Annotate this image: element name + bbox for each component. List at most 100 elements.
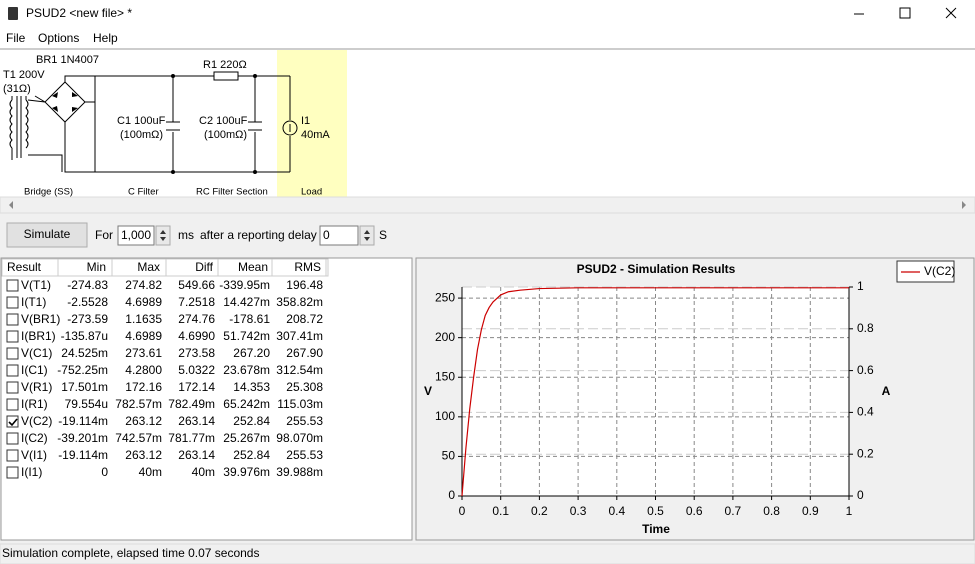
table-cell: -752.25m: [57, 363, 108, 377]
x-tick-label: 0.8: [763, 504, 780, 518]
table-cell: 782.49m: [168, 397, 215, 411]
table-cell: 263.14: [178, 414, 215, 428]
checkbox[interactable]: [6, 381, 19, 394]
table-cell: -19.114m: [58, 448, 108, 462]
table-cell: 115.03m: [277, 397, 323, 411]
menu-item[interactable]: Help: [93, 31, 118, 45]
status-bar: [0, 543, 975, 564]
menu-item[interactable]: File: [6, 31, 26, 45]
table-cell: -273.59: [67, 312, 108, 326]
label: after a reporting delay of: [200, 228, 331, 242]
spin-button[interactable]: [155, 225, 171, 246]
input-value[interactable]: 0: [323, 228, 330, 242]
plot-area: [462, 287, 849, 496]
table-cell: 79.554u: [65, 397, 108, 411]
table-cell: 208.72: [286, 312, 323, 326]
table-cell: V(BR1): [21, 312, 60, 326]
column-header: Min: [87, 260, 106, 274]
table-cell: 312.54m: [276, 363, 323, 377]
table-cell: 4.6989: [125, 295, 162, 309]
table-cell: -39.201m: [57, 431, 108, 445]
table-cell: -274.83: [67, 278, 108, 292]
label: For: [95, 228, 113, 242]
table-cell: V(I1): [21, 448, 47, 462]
table-cell: 358.82m: [276, 295, 323, 309]
checkbox[interactable]: [6, 347, 19, 360]
table-cell: 98.070m: [276, 431, 323, 445]
delay-input[interactable]: [319, 225, 359, 246]
y2-tick-label: 0.8: [857, 321, 874, 335]
component-label: C1 100uF: [117, 115, 166, 127]
checkbox[interactable]: [6, 415, 19, 428]
table-cell: 39.976m: [223, 465, 270, 479]
table-cell: 273.61: [125, 346, 162, 360]
y2-tick-label: 0.6: [857, 363, 874, 377]
table-cell: 267.90: [286, 346, 323, 360]
input-value[interactable]: 1,000: [121, 228, 151, 242]
checkbox[interactable]: [6, 279, 19, 292]
table-cell: 14.353: [233, 380, 270, 394]
legend: [896, 260, 955, 283]
table-cell: 23.678m: [223, 363, 270, 377]
x-tick-label: 0.1: [492, 504, 509, 518]
section-label: RC Filter Section: [196, 187, 268, 198]
section-label: Load: [301, 187, 322, 198]
checkbox[interactable]: [6, 313, 19, 326]
checkbox[interactable]: [6, 432, 19, 445]
table-cell: 24.525m: [61, 346, 108, 360]
legend-label: V(C2): [924, 264, 955, 278]
checkbox[interactable]: [6, 449, 19, 462]
x-tick-label: 0.9: [802, 504, 819, 518]
table-cell: 172.14: [178, 380, 215, 394]
table-cell: 4.6989: [125, 329, 162, 343]
simulate-button[interactable]: [6, 222, 88, 248]
table-cell: V(C2): [21, 414, 52, 428]
x-tick-label: 0.6: [686, 504, 703, 518]
label: S: [379, 228, 387, 242]
table-cell: I(R1): [21, 397, 48, 411]
table-cell: 0: [101, 465, 108, 479]
duration-input[interactable]: [117, 225, 155, 246]
checkbox[interactable]: [6, 364, 19, 377]
table-cell: 255.53: [286, 414, 323, 428]
column-header: Diff: [195, 260, 213, 274]
h-scrollbar[interactable]: [0, 196, 975, 214]
table-cell: V(C1): [21, 346, 52, 360]
table-cell: I(T1): [21, 295, 46, 309]
table-cell: 1.1635: [125, 312, 162, 326]
table-cell: 781.77m: [168, 431, 215, 445]
checkbox[interactable]: [6, 398, 19, 411]
table-cell: 196.48: [286, 278, 323, 292]
column-header: Result: [7, 260, 42, 274]
table-cell: 14.427m: [223, 295, 270, 309]
menu-item[interactable]: Options: [38, 31, 79, 45]
table-cell: 39.988m: [276, 465, 323, 479]
chart: 0 0.1 0.2 0.3 0.4 0.5 0.6 0.7 0.8 0.9 105010015020…: [435, 279, 874, 518]
table-cell: 4.2800: [125, 363, 162, 377]
table-cell: 263.14: [178, 448, 215, 462]
checkbox[interactable]: [6, 296, 19, 309]
checkbox[interactable]: [6, 466, 19, 479]
table-cell: 782.57m: [115, 397, 162, 411]
spin-button[interactable]: [359, 225, 375, 246]
component-label: (100mΩ): [204, 129, 247, 141]
table-cell: 263.12: [125, 448, 162, 462]
component-label: (100mΩ): [120, 129, 163, 141]
table-cell: I(C1): [21, 363, 48, 377]
y-tick-label: 100: [435, 409, 455, 423]
column-header: Max: [137, 260, 160, 274]
y-tick-label: 250: [435, 290, 455, 304]
table-cell: 25.267m: [223, 431, 270, 445]
button-label[interactable]: Simulate: [24, 227, 71, 241]
table-cell: V(R1): [21, 380, 52, 394]
table-cell: 7.2518: [178, 295, 215, 309]
table-cell: -135.87u: [61, 329, 108, 343]
table-cell: 307.41m: [276, 329, 323, 343]
checkbox[interactable]: [6, 330, 19, 343]
table-cell: 51.742m: [223, 329, 270, 343]
table-cell: 252.84: [233, 448, 270, 462]
maximize-button[interactable]: [899, 7, 911, 19]
close-button[interactable]: [945, 7, 957, 19]
